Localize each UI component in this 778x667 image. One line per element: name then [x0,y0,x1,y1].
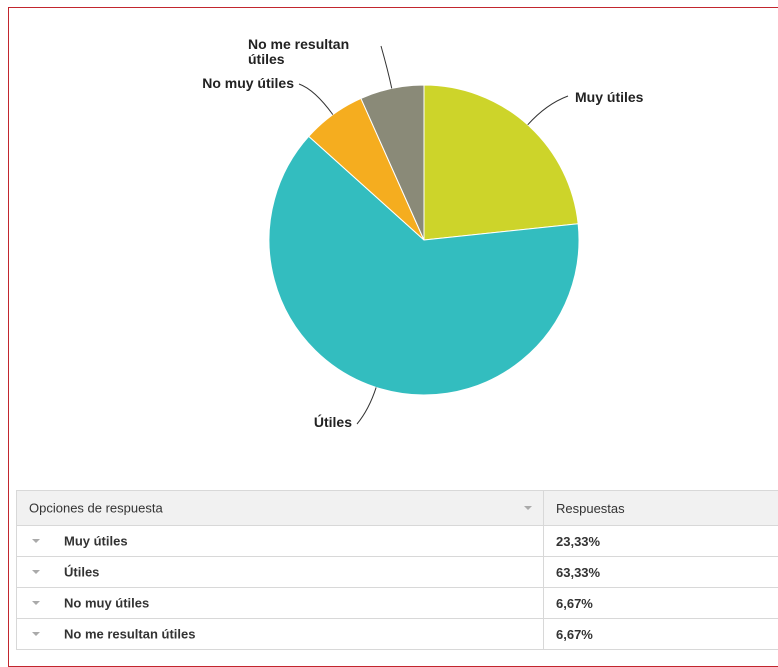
option-text: Muy útiles [64,534,128,549]
option-text: No muy útiles [64,596,149,611]
sort-caret[interactable] [524,506,532,510]
option-text: Útiles [64,565,99,580]
header-cell: Opciones de respuesta [17,491,544,526]
option-cell: No me resultan útiles [17,619,544,650]
row-caret[interactable] [32,570,40,574]
response-text: 6,67% [544,627,593,642]
response-cell: 6,67% [544,588,778,619]
row-caret[interactable] [32,539,40,543]
response-cell: 23,33% [544,526,778,557]
response-table: Opciones de respuesta Respuestas Muy úti… [16,490,778,650]
header-text: Opciones de respuesta [29,501,163,516]
option-text: No me resultan útiles [64,627,195,642]
header-text: Respuestas [544,501,625,516]
leader-line [381,46,392,88]
leader-line [528,96,568,125]
slice-label: Útiles [314,415,352,430]
option-cell: Útiles [17,557,544,588]
leader-line [357,387,376,424]
slice-label: No me resultan útiles [248,37,360,67]
option-cell: No muy útiles [17,588,544,619]
option-cell: Muy útiles [17,526,544,557]
response-text: 63,33% [544,565,600,580]
row-caret[interactable] [32,601,40,605]
response-text: 23,33% [544,534,600,549]
response-text: 6,67% [544,596,593,611]
header-cell: Respuestas [544,491,778,526]
response-cell: 6,67% [544,619,778,650]
table-header: Opciones de respuesta Respuestas [17,491,778,526]
pie-slice [424,85,578,240]
slice-label: No muy útiles [202,76,294,91]
pie-chart [0,0,778,480]
table-row: Útiles 63,33% [17,557,778,588]
slice-label: Muy útiles [575,90,643,105]
table-row: No muy útiles 6,67% [17,588,778,619]
table-row: Muy útiles 23,33% [17,526,778,557]
table-row: No me resultan útiles 6,67% [17,619,778,650]
response-cell: 63,33% [544,557,778,588]
row-caret[interactable] [32,632,40,636]
leader-line [299,84,333,115]
page: Muy útiles Útiles No muy útiles No me resul… [0,0,778,647]
